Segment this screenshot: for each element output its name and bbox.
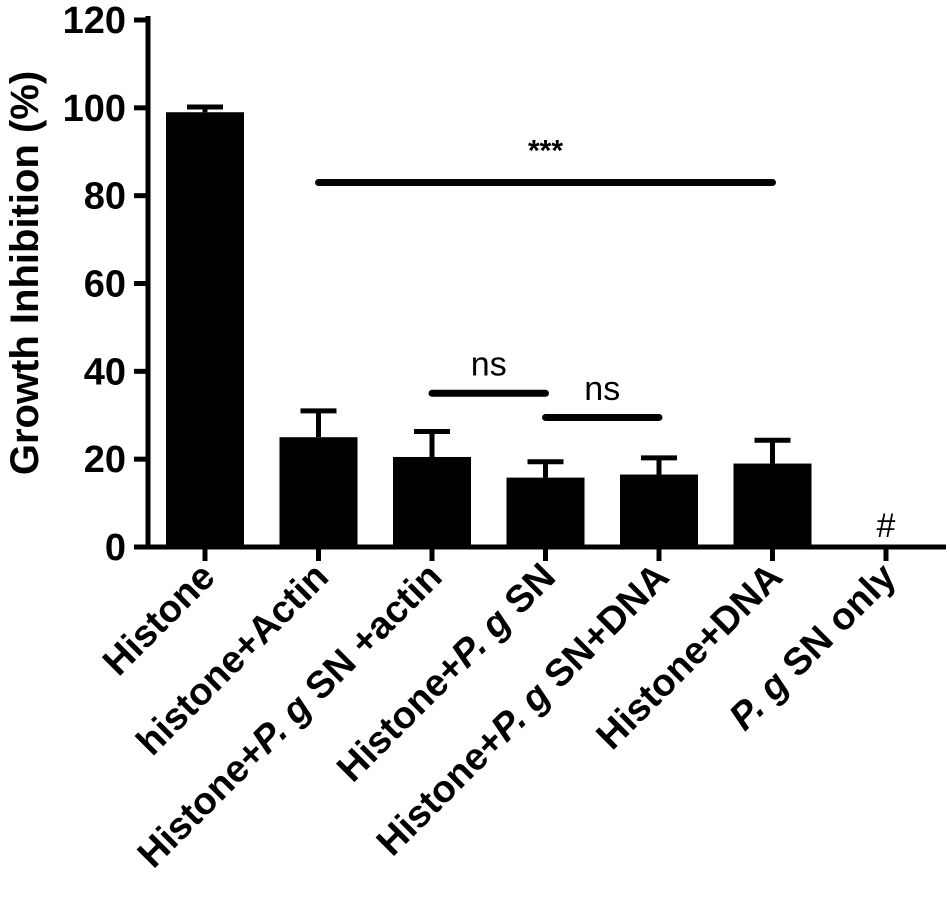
x-tick-label-1: histone+Actin — [129, 556, 337, 764]
bar-3 — [506, 477, 585, 547]
significance-label-0: *** — [528, 135, 563, 168]
y-tick-label-60: 60 — [84, 264, 126, 306]
bar-4 — [620, 474, 698, 547]
significance-label-2: ns — [584, 370, 620, 408]
bar-2 — [393, 456, 471, 547]
significance-label-1: ns — [471, 346, 507, 384]
y-tick-label-20: 20 — [84, 439, 126, 481]
y-tick-label-80: 80 — [84, 176, 126, 218]
y-tick-label-0: 0 — [105, 527, 126, 569]
bar-0 — [166, 112, 244, 547]
bar-5 — [733, 463, 812, 547]
y-tick-label-40: 40 — [84, 351, 126, 393]
x-tick-label-3: Histone+P. g SN — [329, 556, 564, 791]
bar-1 — [279, 437, 358, 547]
marker-0: # — [877, 507, 896, 545]
y-tick-label-120: 120 — [63, 0, 126, 42]
y-axis-label: Growth Inhibition (%) — [3, 71, 47, 475]
plot-area: 020406080100120Histonehistone+ActinHisto… — [63, 0, 946, 876]
y-tick-label-100: 100 — [63, 88, 126, 130]
